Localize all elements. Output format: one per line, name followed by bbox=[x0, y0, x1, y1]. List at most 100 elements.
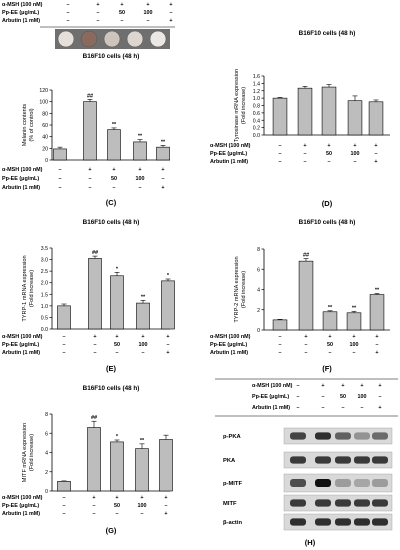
treatment-label: Arbutin (1 mM) bbox=[210, 159, 248, 165]
y-tick-label: 4 bbox=[45, 451, 48, 457]
blot-treatment-cell: + bbox=[378, 405, 381, 411]
treatment-cell: + bbox=[161, 185, 164, 191]
blot-treatment-label: Arbutin (1 mM) bbox=[252, 405, 290, 411]
treatment-cell: + bbox=[304, 334, 307, 340]
y-axis-label: (Fold increase) bbox=[241, 271, 247, 308]
significance-mark: ** bbox=[328, 305, 333, 311]
chart-title: B16F10 cells (48 h) bbox=[299, 219, 356, 226]
top-treatment-cell: – bbox=[121, 18, 124, 24]
top-treatment-cell: + bbox=[169, 18, 172, 24]
panel-label: (H) bbox=[305, 538, 316, 547]
y-tick-label: 2 bbox=[45, 470, 48, 476]
treatment-cell: – bbox=[89, 176, 92, 182]
bar bbox=[159, 439, 173, 492]
blot-row-label: β-actin bbox=[223, 520, 242, 526]
bar bbox=[369, 294, 385, 331]
treatment-label: Pp-EE (μg/mL) bbox=[2, 342, 39, 348]
y-tick-label: 3.0 bbox=[41, 258, 48, 264]
treatment-cell: – bbox=[89, 185, 92, 191]
y-tick-label: 1.2 bbox=[253, 89, 260, 95]
treatment-cell: + bbox=[93, 334, 96, 340]
treatment-cell: + bbox=[352, 334, 355, 340]
top-treatment-cell: – bbox=[67, 10, 70, 16]
y-tick-label: 0 bbox=[257, 328, 260, 334]
treatment-cell: – bbox=[141, 511, 144, 517]
treatment-cell: – bbox=[59, 176, 62, 182]
y-tick-label: 1.0 bbox=[41, 304, 48, 310]
blot-band bbox=[290, 499, 306, 507]
y-tick-label: 4 bbox=[257, 288, 260, 294]
treatment-cell: 100 bbox=[350, 342, 359, 348]
bar bbox=[53, 148, 67, 161]
blot-treatment-cell: + bbox=[378, 383, 381, 389]
treatment-cell: – bbox=[139, 185, 142, 191]
treatment-label: α-MSH (100 nM) bbox=[2, 495, 43, 501]
treatment-cell: – bbox=[142, 350, 145, 356]
treatment-cell: 50 bbox=[114, 342, 120, 348]
panel-label: (C) bbox=[106, 198, 117, 207]
blot-band bbox=[315, 499, 331, 507]
treatment-label: Arbutin (1 mM) bbox=[210, 350, 248, 356]
blot-band bbox=[335, 432, 351, 440]
treatment-cell: – bbox=[63, 511, 66, 517]
bar bbox=[87, 427, 101, 492]
top-treatment-cell: – bbox=[170, 10, 173, 16]
y-tick-label: 0 bbox=[45, 489, 48, 495]
treatment-cell: – bbox=[376, 342, 379, 348]
treatment-cell: – bbox=[279, 159, 282, 165]
y-axis-label: Melanin contents bbox=[22, 104, 28, 146]
significance-mark: * bbox=[116, 266, 119, 272]
blot-band bbox=[315, 456, 331, 464]
treatment-label: α-MSH (100 nM) bbox=[210, 143, 251, 149]
treatment-label: Arbutin (1 mM) bbox=[2, 350, 40, 356]
top-treatment-cell: – bbox=[67, 18, 70, 24]
significance-mark: * bbox=[167, 273, 170, 279]
blot-row-label: MITF bbox=[223, 501, 237, 507]
blot-treatment-cell: – bbox=[322, 405, 325, 411]
top-treatment-cell: – bbox=[97, 18, 100, 24]
blot-band bbox=[290, 518, 306, 526]
blot-band bbox=[372, 478, 388, 488]
treatment-cell: – bbox=[93, 511, 96, 517]
treatment-cell: – bbox=[375, 151, 378, 157]
treatment-label: Arbutin (1 mM) bbox=[2, 185, 40, 191]
treatment-cell: – bbox=[279, 334, 282, 340]
treatment-cell: – bbox=[167, 342, 170, 348]
blot-band bbox=[372, 518, 388, 526]
blot-band bbox=[335, 478, 351, 488]
y-tick-label: 8 bbox=[257, 247, 260, 253]
panel-label: (D) bbox=[322, 199, 333, 208]
treatment-cell: – bbox=[328, 159, 331, 165]
y-axis-label: (Fold increase) bbox=[29, 270, 35, 307]
treatment-cell: – bbox=[279, 151, 282, 157]
treatment-cell: + bbox=[115, 334, 118, 340]
significance-mark: ** bbox=[352, 305, 357, 311]
blot-band bbox=[354, 432, 370, 440]
y-tick-label: 1.6 bbox=[253, 74, 260, 80]
bar bbox=[136, 302, 150, 330]
blot-band bbox=[354, 518, 370, 526]
top-treatment-cell: 100 bbox=[144, 10, 153, 16]
bar bbox=[57, 305, 71, 330]
treatment-cell: – bbox=[63, 495, 66, 501]
significance-mark: ## bbox=[303, 253, 309, 259]
well-pellet bbox=[103, 30, 121, 48]
y-tick-label: 3.5 bbox=[41, 246, 48, 252]
blot-band bbox=[335, 499, 351, 507]
significance-mark: ** bbox=[161, 139, 166, 145]
y-tick-label: 2.0 bbox=[41, 281, 48, 287]
treatment-cell: – bbox=[63, 342, 66, 348]
treatment-cell: – bbox=[305, 342, 308, 348]
y-tick-label: 2.5 bbox=[41, 269, 48, 275]
y-tick-label: 6 bbox=[45, 431, 48, 437]
y-tick-label: 8 bbox=[45, 412, 48, 418]
panel-label: (G) bbox=[106, 526, 117, 535]
well-pellet bbox=[149, 30, 167, 48]
chart-panel-c: B16F10 cells (48 h) 0 20 40 60 80 100 120 Melani… bbox=[2, 2, 175, 207]
y-tick-label: 0.6 bbox=[253, 111, 260, 117]
y-tick-label: 2 bbox=[257, 308, 260, 314]
top-treatment-label: α-MSH (100 nM) bbox=[2, 2, 43, 8]
blot-treatment-cell: – bbox=[342, 405, 345, 411]
y-axis-label: (Fold increase) bbox=[241, 87, 247, 124]
blot-band bbox=[372, 432, 388, 440]
